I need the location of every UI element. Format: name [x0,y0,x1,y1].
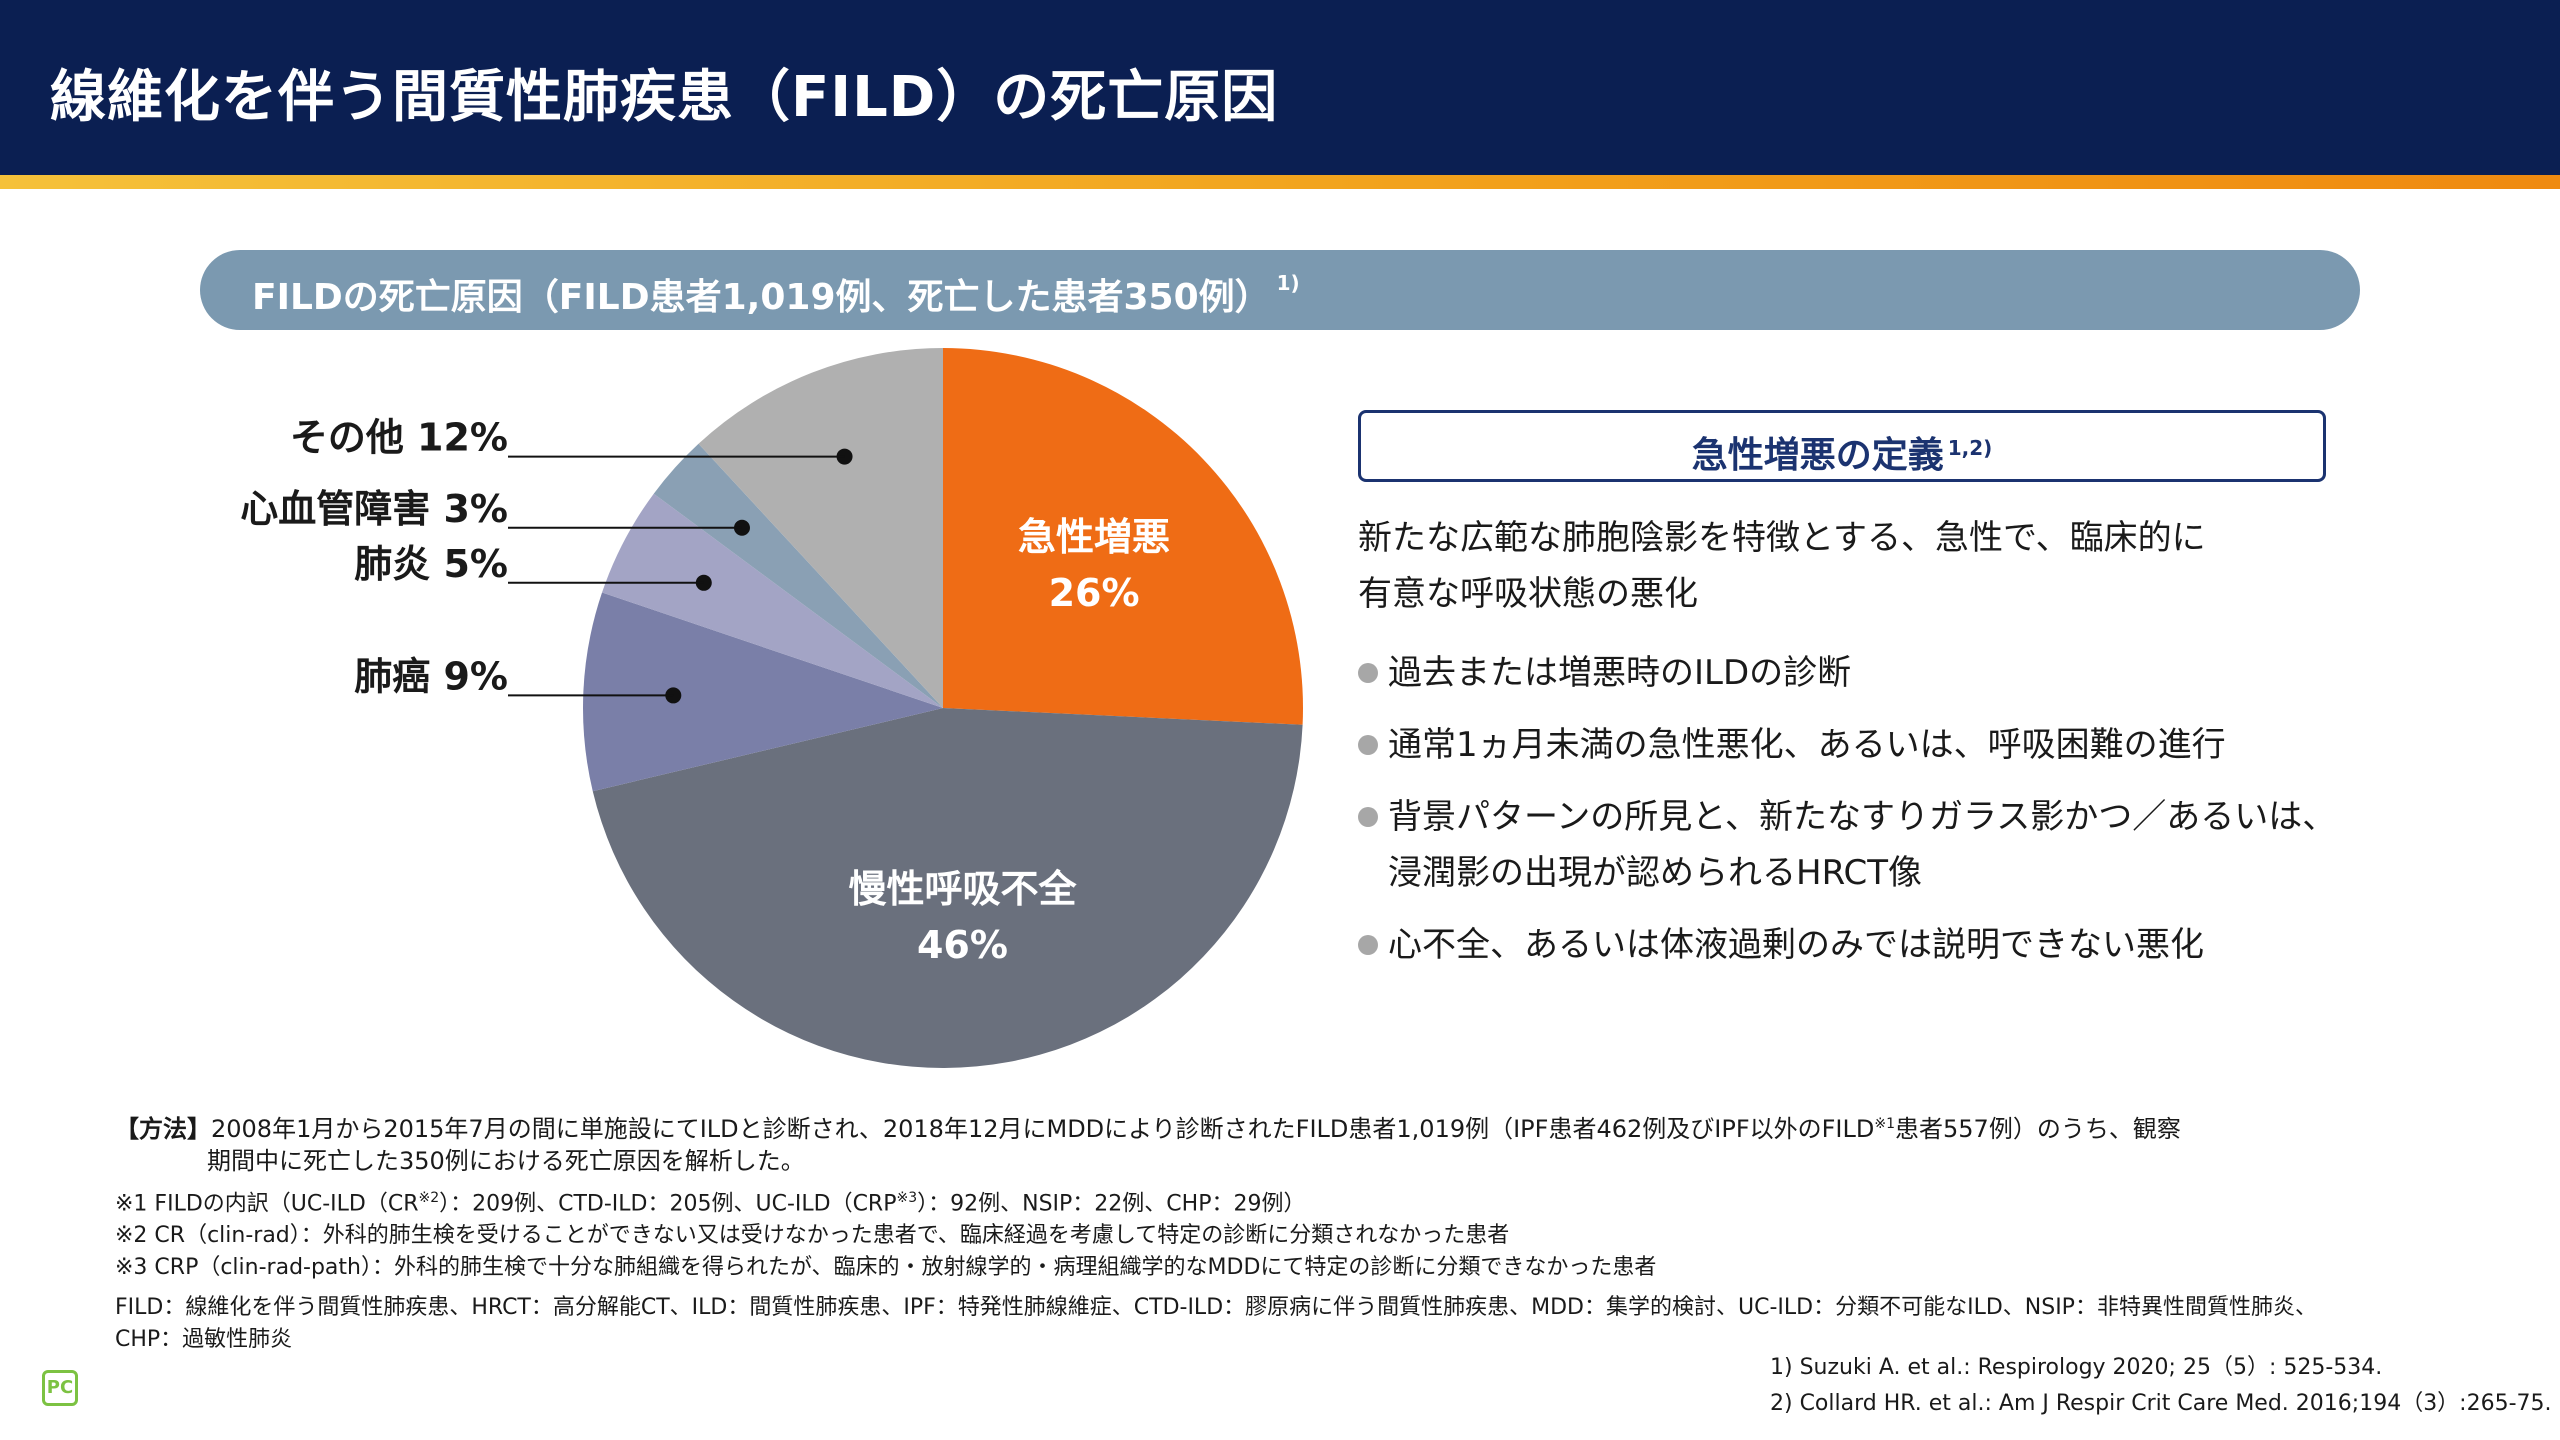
footnotes: ※1 FILDの内訳（UC-ILD（CR※2）：209例、CTD-ILD：205… [115,1182,2475,1284]
pie-slice-3 [582,592,943,792]
bullet-text: 心不全、あるいは体液過剰のみでは説明できない悪化 [1388,925,2204,965]
bullet-dot-icon [1358,935,1378,955]
footnote-1-b: ）：209例、CTD-ILD：205例、UC-ILD（CRP [439,1191,897,1217]
section-title-bar: FILDの死亡原因（FILD患者1,019例、死亡した患者350例） 1) [200,250,2360,330]
abbreviations-line: FILD：線維化を伴う間質性肺疾患、HRCT：高分解能CT、ILD：間質性肺疾患… [115,1295,2317,1320]
slice-name-label: 急性増悪 [1018,515,1170,559]
footnote-1-sup1: ※2 [418,1190,440,1206]
definition-text-line: 新たな広範な肺胞陰影を特徴とする、急性で、臨床的に [1358,518,2206,558]
method-line2: 期間中に死亡した350例における死亡原因を解析した。 [207,1147,805,1175]
section-title: FILDの死亡原因（FILD患者1,019例、死亡した患者350例） 1) [252,268,1300,320]
bullet-text: 背景パターンの所見と、新たなすりガラス影かつ／あるいは、 [1388,797,2337,837]
pie-slice-6 [698,348,943,708]
slice-value-label: 46% [917,923,1008,967]
bullet-item: 背景パターンの所見と、新たなすりガラス影かつ／あるいは、 浸潤影の出現が認められ… [1358,789,2358,901]
pie-chart: 急性増悪 26% 慢性呼吸不全 46% 肺癌 9% 肺炎 5% 心血管障害 3% その他 12… [240,348,1304,1069]
definition-text: 新たな広範な肺胞陰影を特徴とする、急性で、臨床的に 有意な呼吸状態の悪化 [1358,510,2358,622]
page-title: 線維化を伴う間質性肺疾患（FILD）の死亡原因 [50,65,1279,130]
definition-text-line: 有意な呼吸状態の悪化 [1358,574,1698,614]
definition-title: 急性増悪の定義 [1691,435,1944,476]
bullet-item: 心不全、あるいは体液過剰のみでは説明できない悪化 [1358,917,2358,973]
method-line1-a: 2008年1月から2015年7月の間に単施設にてILDと診断され、2018年12… [211,1115,1875,1143]
slice-value-label: 26% [1049,571,1140,615]
slice-outside-label: 肺癌 9% [354,654,508,698]
bullet-text: 通常1ヵ月未満の急性悪化、あるいは、呼吸困難の進行 [1388,725,2226,765]
bullet-dot-icon [1358,735,1378,755]
section-title-ref: 1) [1276,271,1300,295]
definition-ref: 1,2) [1947,436,1993,460]
footnote-1-c: ）：92例、NSIP：22例、CHP：29例） [917,1191,1306,1217]
bullet-dot-icon [1358,807,1378,827]
pie-slice-5 [653,443,943,708]
abbreviations: FILD：線維化を伴う間質性肺疾患、HRCT：高分解能CT、ILD：間質性肺疾患… [115,1292,2475,1356]
slice-outside-label: 肺炎 5% [354,542,508,586]
bullet-item: 過去または増悪時のILDの診断 [1358,645,2358,701]
section-title-text: FILDの死亡原因（FILD患者1,019例、死亡した患者350例） [252,277,1271,318]
footnote-1: ※1 FILDの内訳（UC-ILD（CR※2）：209例、CTD-ILD：205… [115,1182,2475,1220]
reference-item: 1) Suzuki A. et al.: Respirology 2020; 2… [1770,1355,2383,1380]
pie-slice-4 [602,493,943,708]
header-accent-stripe [0,175,2560,189]
slice-name-label: 慢性呼吸不全 [848,867,1077,911]
footnote-1-sup2: ※3 [896,1190,918,1206]
method-text: 【方法】2008年1月から2015年7月の間に単施設にてILDと診断され、201… [115,1108,2475,1177]
footnote-1-a: ※1 FILDの内訳（UC-ILD（CR [115,1191,419,1217]
footnote-3: ※3 CRP（clin-rad-path）：外科的肺生検で十分な肺組織を得られた… [115,1255,1657,1281]
footnote-2: ※2 CR（clin-rad）：外科的肺生検を受けることができない又は受けなかっ… [115,1223,1510,1249]
bullet-text: 浸潤影の出現が認められるHRCT像 [1388,853,1923,893]
bullet-text: 過去または増悪時のILDの診断 [1388,653,1852,693]
definition-title-box: 急性増悪の定義 1,2) [1358,410,2326,482]
references: 1) Suzuki A. et al.: Respirology 2020; 2… [1770,1350,2552,1422]
pie-slice-1 [943,348,1304,725]
company-logo-icon: PC [42,1370,78,1406]
header-bar: 線維化を伴う間質性肺疾患（FILD）の死亡原因 [0,0,2560,175]
slice-outside-label: その他 12% [290,416,508,460]
reference-item: 2) Collard HR. et al.: Am J Respir Crit … [1770,1391,2552,1416]
abbreviations-line: CHP：過敏性肺炎 [115,1327,293,1352]
method-line1-b: 患者557例）のうち、観察 [1895,1115,2181,1143]
bullet-dot-icon [1358,663,1378,683]
definition-bullets: 過去または増悪時のILDの診断 通常1ヵ月未満の急性悪化、あるいは、呼吸困難の進… [1358,645,2358,989]
bullet-item: 通常1ヵ月未満の急性悪化、あるいは、呼吸困難の進行 [1358,717,2358,773]
method-heading: 【方法】 [115,1115,211,1143]
pie-slice-2 [592,708,1303,1069]
slice-outside-label: 心血管障害 3% [240,487,508,531]
method-sup: ※1 [1874,1116,1896,1132]
